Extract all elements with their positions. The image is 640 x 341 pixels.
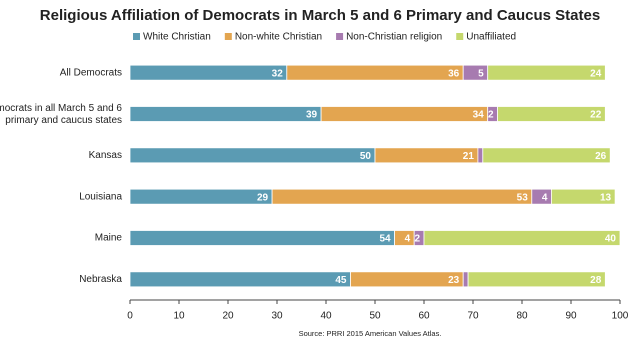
x-tick-label: 20	[222, 311, 234, 322]
x-tick-label: 90	[565, 311, 577, 322]
x-tick-label: 0	[127, 311, 133, 322]
bar-segment	[129, 271, 351, 288]
data-label: 4	[405, 234, 411, 245]
x-tick-label: 10	[173, 311, 185, 322]
data-label: 39	[306, 110, 318, 121]
data-label: 22	[590, 110, 602, 121]
data-label: 36	[448, 68, 460, 79]
bar-segment	[271, 188, 533, 205]
data-label: 53	[517, 192, 529, 203]
y-tick-label: All Democrats	[60, 67, 122, 78]
bar-segment	[286, 64, 464, 81]
x-tick-label: 40	[320, 311, 332, 322]
x-tick-label: 30	[271, 311, 283, 322]
bar-segment	[320, 106, 489, 122]
bar-segment	[423, 230, 621, 246]
legend-swatch	[336, 33, 344, 40]
y-tick-label: Kansas	[89, 150, 122, 161]
chart-title: Religious Affiliation of Democrats in Ma…	[40, 7, 600, 24]
data-label: 26	[595, 151, 607, 162]
data-label: 5	[478, 68, 484, 79]
y-tick-label: Nebraska	[79, 274, 122, 285]
bar-segment	[129, 188, 273, 205]
bar-segment	[551, 188, 616, 205]
legend-label: Non-white Christian	[235, 32, 322, 43]
bar-segment	[477, 147, 484, 164]
legend-label: White Christian	[143, 32, 211, 43]
data-label: 4	[542, 192, 548, 203]
x-tick-label: 70	[467, 311, 479, 322]
bar-segment	[129, 230, 396, 246]
bar-segment	[482, 147, 611, 164]
legend-swatch	[224, 33, 232, 40]
data-label: 29	[257, 192, 269, 203]
data-label: 13	[600, 192, 612, 203]
x-tick-label: 80	[516, 311, 528, 322]
data-label: 45	[335, 275, 347, 286]
data-label: 32	[272, 68, 284, 79]
legend-swatch	[456, 33, 464, 40]
x-tick-label: 100	[612, 311, 629, 322]
bar-segment	[462, 64, 489, 81]
bar-segment	[462, 271, 469, 288]
bar-segment	[129, 106, 322, 122]
data-label: 34	[473, 110, 485, 121]
x-tick-label: 60	[418, 311, 430, 322]
data-label: 50	[360, 151, 372, 162]
legend-swatch	[133, 33, 140, 40]
bar-segment	[350, 271, 464, 288]
bar-segment	[487, 64, 606, 81]
bar-segment	[497, 106, 606, 122]
data-label: 21	[463, 151, 475, 162]
data-label: 24	[590, 68, 602, 79]
data-label: 28	[590, 275, 602, 286]
bar-segment	[467, 271, 606, 288]
data-label: 2	[414, 234, 420, 245]
data-label: 23	[448, 275, 460, 286]
data-label: 2	[488, 110, 494, 121]
y-tick-label: Louisiana	[79, 191, 122, 202]
source: Source: PRRI 2015 American Values Atlas.	[299, 329, 442, 338]
bar-segment	[129, 64, 288, 81]
y-tick-label: Maine	[95, 233, 123, 244]
x-tick-label: 50	[369, 311, 381, 322]
legend-label: Unaffiliated	[466, 32, 516, 43]
data-label: 54	[379, 234, 391, 245]
bar-segment	[129, 147, 376, 164]
legend-label: Non-Christian religion	[346, 32, 442, 43]
data-label: 40	[605, 234, 617, 245]
